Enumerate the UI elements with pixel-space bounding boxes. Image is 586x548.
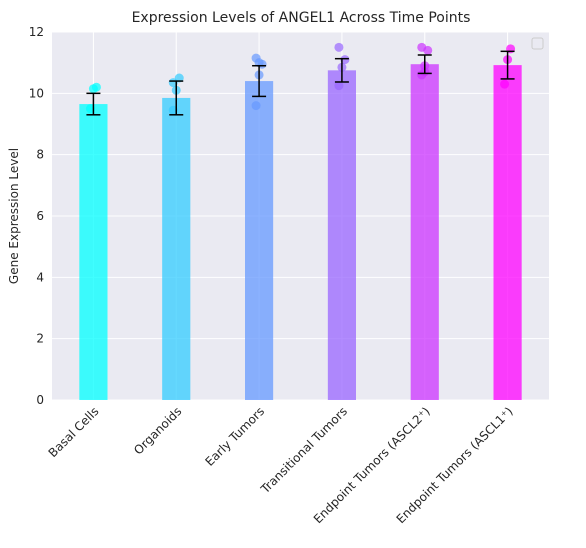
- legend-box: [531, 37, 544, 50]
- y-tick-label: 8: [36, 148, 44, 162]
- plot-area: 0 2 4 6 8 10 12 Basal Cells Organoids Early Tumor…: [29, 25, 549, 526]
- bar: [79, 104, 108, 401]
- x-tick-label: Basal Cells: [46, 404, 102, 460]
- chart-title: Expression Levels of ANGEL1 Across Time …: [132, 10, 471, 26]
- x-tick-label: Early Tumors: [203, 404, 268, 469]
- bar: [493, 65, 522, 401]
- y-axis-title: Gene Expression Level: [7, 148, 21, 284]
- data-point: [91, 82, 101, 92]
- y-tick-label: 12: [29, 25, 44, 39]
- data-point: [254, 58, 264, 68]
- x-tick-label: Organoids: [131, 404, 184, 457]
- data-point: [500, 79, 510, 89]
- y-tick-label: 4: [36, 270, 44, 284]
- data-point: [251, 101, 261, 111]
- x-tick-label: Transitional Tumors: [257, 404, 350, 497]
- y-tick-label: 0: [36, 393, 44, 407]
- bar: [162, 97, 191, 400]
- y-tick-label: 10: [29, 86, 44, 100]
- bar: [245, 81, 274, 401]
- bar: [327, 70, 356, 400]
- y-tick-label: 6: [36, 209, 44, 223]
- data-point: [334, 42, 344, 52]
- data-point: [417, 42, 427, 52]
- data-point: [334, 81, 344, 91]
- y-tick-label: 2: [36, 332, 44, 346]
- bar: [410, 64, 439, 400]
